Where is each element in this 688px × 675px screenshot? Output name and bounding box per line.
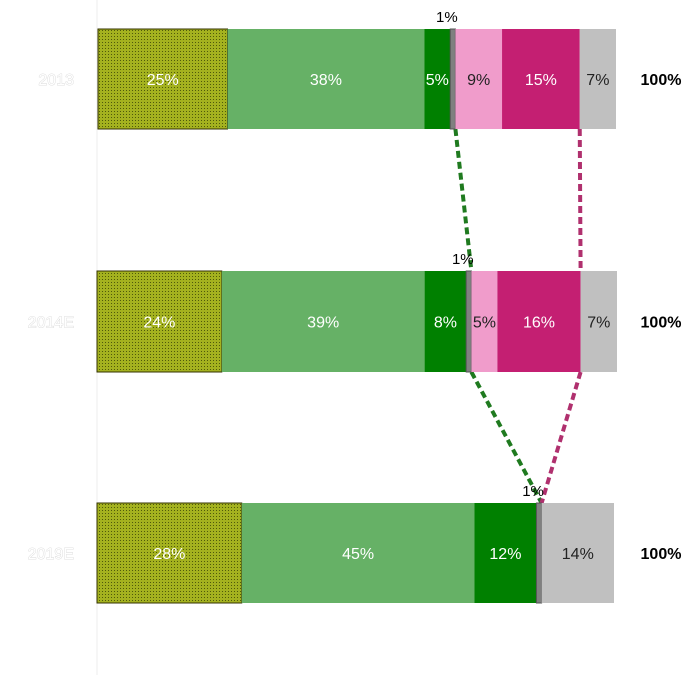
data-label-2014e-4: 5%	[473, 315, 496, 332]
bar-segment-2019e-2	[474, 503, 537, 603]
bar-segment-2013-3	[449, 28, 456, 130]
bar-segment-2019e-6	[541, 503, 614, 603]
data-label-2013-4: 9%	[467, 72, 490, 89]
bar-segment-2014e-4	[471, 271, 498, 372]
data-label-2013-2: 5%	[426, 72, 449, 89]
data-label-2019e-2: 12%	[489, 546, 521, 563]
data-label-2014e-1: 39%	[307, 315, 339, 332]
bar-segment-2013-4	[455, 29, 503, 129]
bar-segment-2019e-1	[241, 503, 475, 603]
data-label-2013-3: 1%	[436, 9, 458, 26]
connector-line-0-0	[453, 128, 474, 272]
category-label-2013: 2013	[38, 72, 74, 89]
bar-segment-2014e-3	[465, 270, 472, 373]
bar-segment-2014e-1	[221, 271, 425, 372]
total-label-2019e: 100%	[641, 546, 682, 563]
data-label-2014e-2: 8%	[434, 315, 457, 332]
bar-segment-2013-5	[502, 29, 580, 129]
data-label-2014e-5: 16%	[523, 315, 555, 332]
data-label-2013-6: 7%	[586, 72, 609, 89]
category-label-2019e: 2019E	[28, 546, 74, 563]
data-label-2013-5: 15%	[525, 72, 557, 89]
data-label-2014e-6: 7%	[587, 315, 610, 332]
connector-line-1-1	[539, 371, 583, 504]
bar-segment-2014e-6	[580, 271, 617, 372]
data-label-2019e-1: 45%	[342, 546, 374, 563]
data-label-2013-1: 38%	[310, 72, 342, 89]
data-label-2019e-0: 28%	[153, 546, 185, 563]
bar-segment-2013-1	[227, 29, 425, 129]
data-label-2019e-6: 14%	[562, 546, 594, 563]
bar-segment-2013-2	[424, 29, 451, 129]
bar-segment-2019e-0	[96, 502, 243, 604]
data-label-2019e-3: 1%	[522, 483, 544, 500]
total-label-2014e: 100%	[641, 315, 682, 332]
bar-segment-2019e-3	[535, 502, 543, 604]
data-label-2014e-3: 1%	[452, 251, 474, 268]
total-label-2013: 100%	[641, 72, 682, 89]
bar-segment-2014e-2	[424, 271, 467, 372]
bar-segment-2013-6	[579, 29, 616, 129]
data-label-2013-0: 25%	[147, 72, 179, 89]
connector-line-1-0	[577, 128, 583, 272]
category-label-2014e: 2014E	[28, 315, 74, 332]
data-label-2014e-0: 24%	[143, 315, 175, 332]
bar-segment-2014e-5	[497, 271, 581, 372]
connector-line-0-1	[469, 371, 544, 504]
